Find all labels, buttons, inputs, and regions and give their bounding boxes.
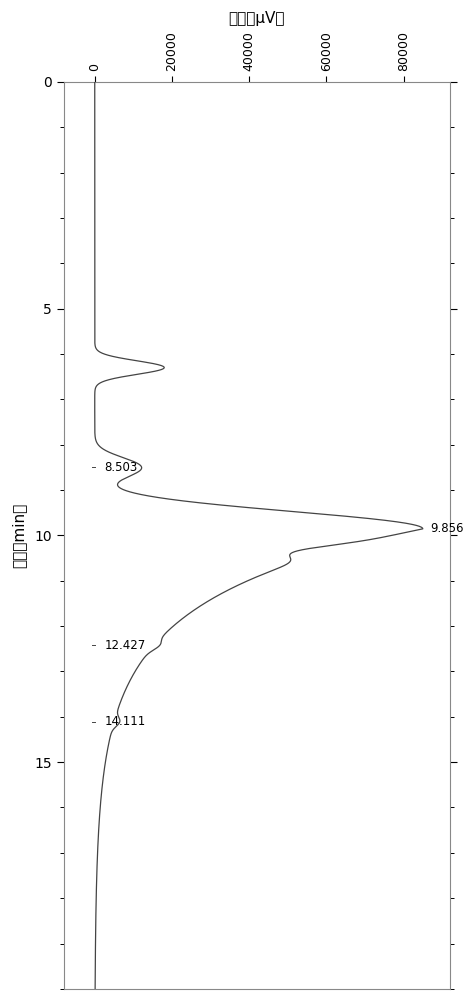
- X-axis label: 电压（μV）: 电压（μV）: [228, 11, 285, 26]
- Text: 9.856: 9.856: [430, 522, 464, 535]
- Text: 14.111: 14.111: [104, 715, 146, 728]
- Text: 12.427: 12.427: [104, 639, 146, 652]
- Text: 8.503: 8.503: [104, 461, 138, 474]
- Y-axis label: 时间（min）: 时间（min）: [11, 503, 26, 568]
